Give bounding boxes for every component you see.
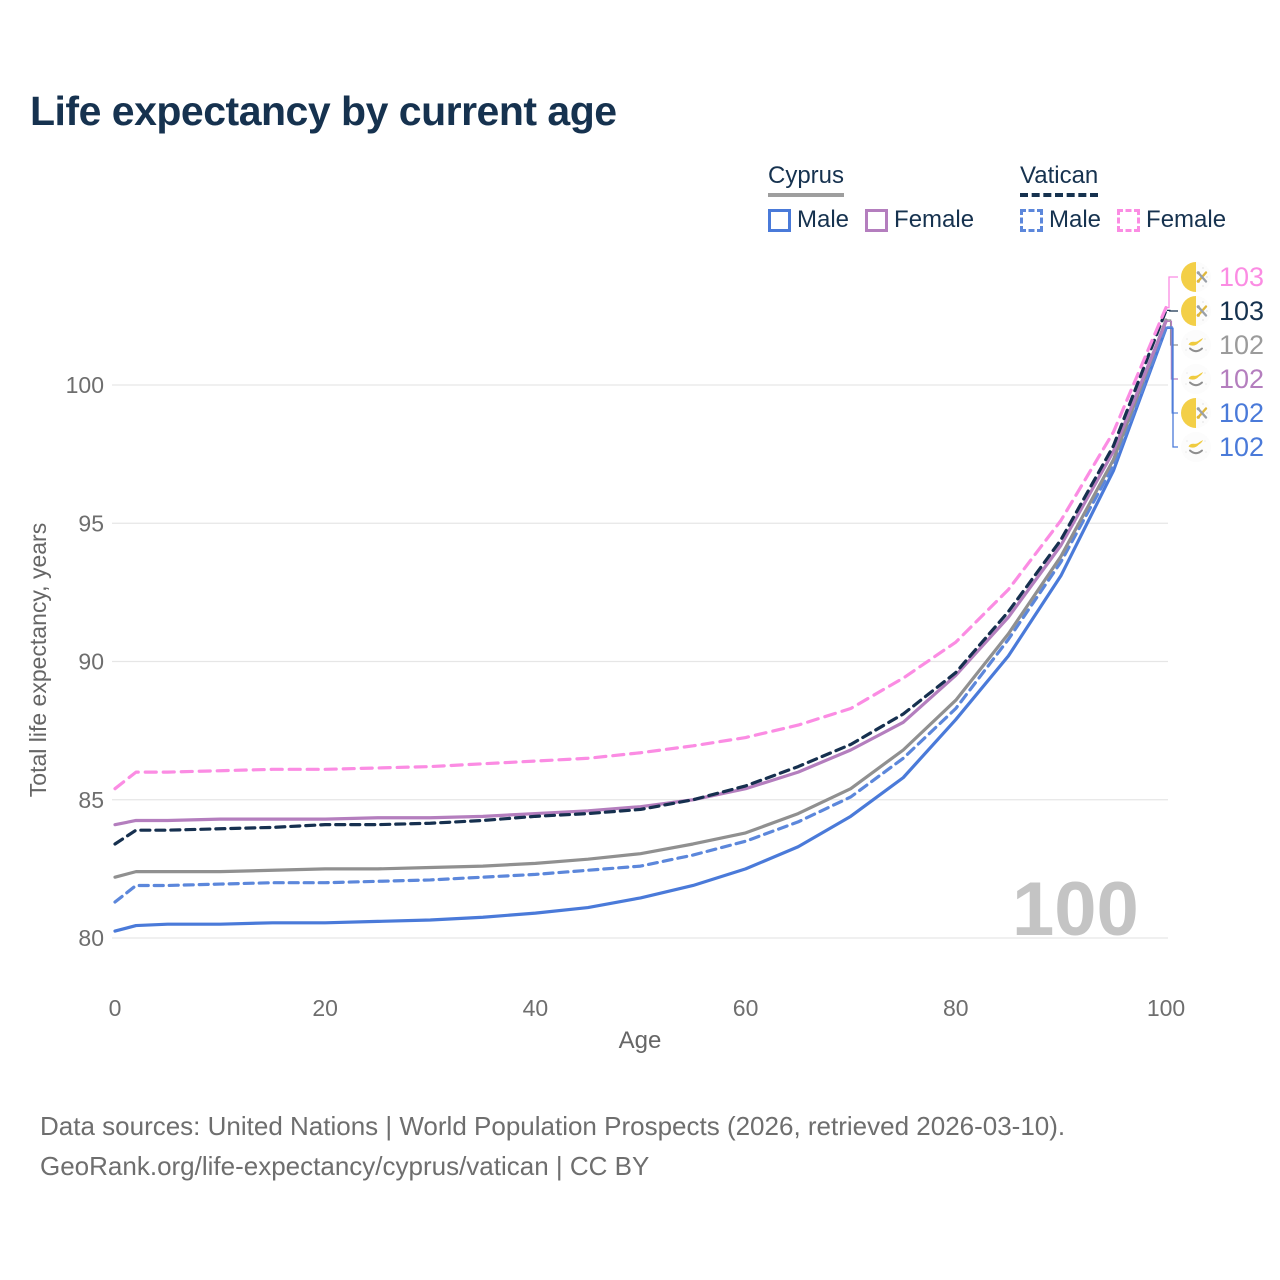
legend-item-vatican-female[interactable]: Female [1117, 206, 1226, 234]
vatican-flag-icon [1181, 262, 1211, 292]
legend-label: Female [894, 206, 975, 233]
series-line-cyprus_total[interactable] [113, 318, 1168, 879]
end-label-value: 102 [1219, 363, 1265, 394]
vatican-flag-icon [1181, 296, 1211, 326]
end-label-cyprus_total[interactable]: 102 [1181, 329, 1264, 361]
y-tick-label: 90 [78, 649, 104, 675]
end-label-vatican_male[interactable]: 102 [1181, 397, 1264, 429]
plot-area[interactable]: 80 85 90 95 100 0 20 40 60 80 100 Age Total life exp… [0, 0, 1280, 1080]
legend-group-cyprus: Cyprus Male Female [768, 162, 990, 234]
y-tick-label: 100 [66, 372, 104, 398]
series-line-vatican_male[interactable] [113, 325, 1168, 904]
series-line-vatican_female[interactable] [113, 305, 1168, 791]
end-label-leader-line [1167, 326, 1178, 414]
chart-title: Life expectancy by current age [30, 88, 617, 134]
y-tick-label: 85 [78, 787, 104, 813]
series-line-vatican_total[interactable] [113, 308, 1168, 846]
vatican-male-swatch-icon [1020, 208, 1043, 232]
vatican-flag-icon [1181, 398, 1211, 428]
end-label-cyprus_female[interactable]: 102 [1181, 363, 1264, 395]
age-counter-watermark: 100 [1012, 867, 1139, 952]
legend-item-cyprus-female[interactable]: Female [865, 206, 974, 234]
legend-title-vatican[interactable]: Vatican [1020, 162, 1099, 197]
series-line-cyprus_male[interactable] [113, 326, 1168, 933]
source-url-text: GeoRank.org/life-expectancy/cyprus/vatic… [40, 1151, 650, 1181]
vatican-female-swatch-icon [1117, 208, 1141, 232]
legend-label: Male [797, 206, 850, 233]
x-tick-label: 0 [109, 995, 122, 1021]
cyprus-male-swatch-icon [768, 208, 791, 232]
end-label-vatican_female[interactable]: 103 [1181, 261, 1264, 293]
cyprus-flag-icon [1181, 364, 1211, 394]
footer-attribution: Data sources: United Nations | World Pop… [40, 1106, 1065, 1186]
end-label-value: 103 [1219, 295, 1265, 326]
end-label-leader-line [1167, 276, 1178, 309]
x-axis-title: Age [619, 1027, 662, 1054]
legend-label: Male [1049, 206, 1102, 233]
end-label-value: 102 [1219, 397, 1265, 428]
x-tick-label: 80 [943, 995, 969, 1021]
end-label-leader-line [1167, 309, 1178, 312]
y-tick-label: 95 [78, 510, 104, 536]
end-label-leader-line [1167, 327, 1178, 448]
legend-item-cyprus-male[interactable]: Male [768, 206, 849, 234]
y-tick-label: 80 [78, 925, 104, 951]
x-tick-label: 40 [523, 995, 549, 1021]
legend-item-vatican-male[interactable]: Male [1020, 206, 1101, 234]
legend-title-cyprus[interactable]: Cyprus [768, 162, 845, 197]
end-label-value: 102 [1219, 431, 1265, 462]
x-tick-label: 20 [312, 995, 338, 1021]
x-tick-label: 100 [1147, 995, 1185, 1021]
series-line-cyprus_female[interactable] [113, 319, 1168, 827]
data-sources-text: Data sources: United Nations | World Pop… [40, 1111, 1066, 1141]
cyprus-female-swatch-icon [865, 208, 889, 232]
y-axis-title: Total life expectancy, years [25, 523, 51, 797]
legend-label: Female [1146, 206, 1227, 233]
end-label-leader-line [1167, 319, 1178, 346]
end-label-leader-line [1167, 320, 1178, 380]
legend-group-vatican: Vatican Male Female [1020, 162, 1242, 234]
end-label-value: 102 [1219, 329, 1265, 360]
end-label-vatican_total[interactable]: 103 [1181, 295, 1264, 327]
cyprus-flag-icon [1181, 432, 1211, 462]
cyprus-flag-icon [1181, 330, 1211, 360]
end-label-value: 103 [1219, 261, 1265, 292]
x-tick-label: 60 [733, 995, 759, 1021]
end-label-cyprus_male[interactable]: 102 [1181, 431, 1264, 463]
